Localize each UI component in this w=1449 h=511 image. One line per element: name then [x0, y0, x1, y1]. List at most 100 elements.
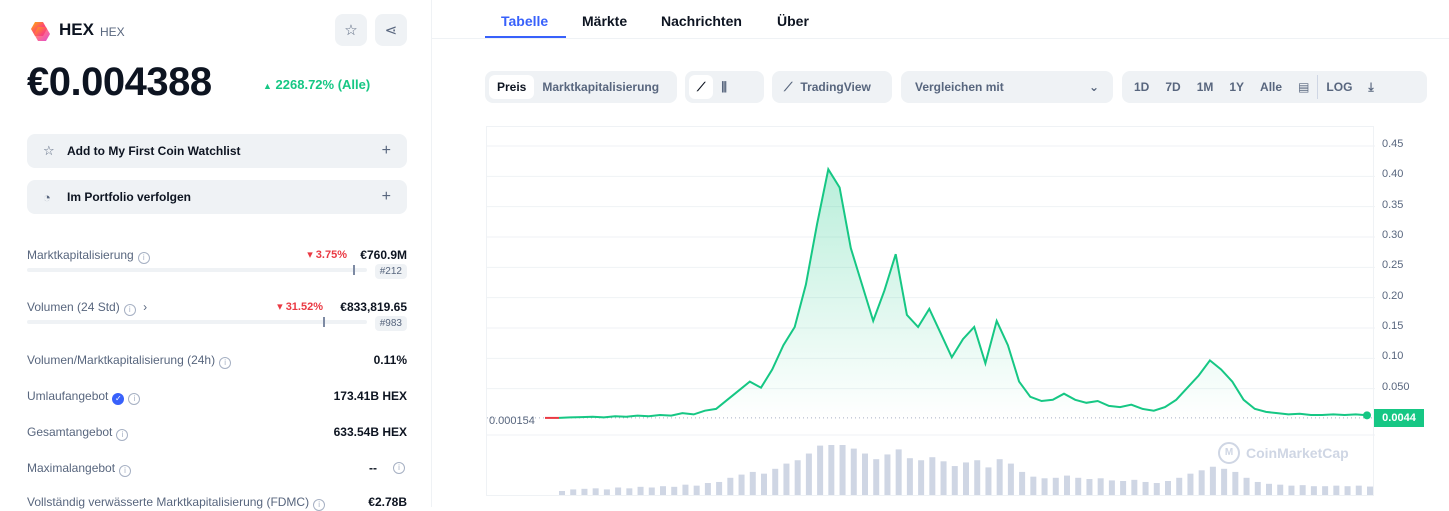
chart-style-toggle: ⟋ ⫼: [685, 71, 764, 103]
info-icon[interactable]: i: [128, 393, 141, 405]
chevron-right-icon[interactable]: ›: [143, 300, 148, 314]
range-7d[interactable]: 7D: [1165, 80, 1181, 94]
volume-bar: [693, 485, 700, 495]
tab-nachrichten[interactable]: Nachrichten: [661, 13, 742, 29]
portfolio-button[interactable]: ◔ Im Portfolio verfolgen +: [27, 180, 407, 214]
content-tabs: Tabelle Märkte Nachrichten Über: [432, 0, 1449, 39]
volume-bar: [704, 483, 711, 495]
calendar-icon[interactable]: ▤: [1298, 80, 1310, 94]
volume-bar: [1064, 475, 1070, 495]
info-icon[interactable]: i: [313, 499, 326, 511]
volume-bar: [1209, 466, 1216, 495]
info-icon[interactable]: i: [116, 429, 129, 441]
volume-bar: [985, 467, 992, 495]
volume-bar: [1086, 479, 1093, 495]
volume-bar: [1344, 486, 1351, 495]
share-icon: ⋖: [384, 22, 398, 39]
volume-bar: [1131, 479, 1138, 495]
volume-bar: [727, 477, 734, 495]
tab-ueber[interactable]: Über: [777, 13, 809, 29]
volume-bar: [1108, 480, 1115, 495]
volume-bar: [1288, 485, 1295, 495]
info-icon[interactable]: i: [123, 304, 136, 316]
volume-bar: [1232, 471, 1239, 495]
rank-bar: [27, 265, 367, 275]
chevron-down-icon: ⌄: [1088, 80, 1099, 94]
log-toggle[interactable]: LOG: [1317, 75, 1360, 99]
price-change: ▲ 2268.72% (Alle): [263, 77, 371, 92]
volume-bar: [559, 490, 565, 495]
mcap-toggle[interactable]: Marktkapitalisierung: [542, 80, 660, 94]
current-price-label: 0.0044: [1374, 409, 1424, 427]
volume-bar: [1221, 468, 1228, 495]
verified-icon: ✓: [112, 393, 125, 405]
download-icon[interactable]: ⤓: [1368, 79, 1374, 94]
volume-bar: [1142, 481, 1149, 495]
coin-summary-panel: HEX HEX ☆ ⋖ €0.004388 ▲ 2268.72% (Alle) …: [0, 0, 432, 511]
compare-select[interactable]: Vergleichen mit ⌄: [901, 71, 1113, 103]
volume-bar: [671, 486, 678, 495]
volume-bar: [850, 448, 857, 495]
volume-bar: [682, 484, 689, 495]
line-chart-icon[interactable]: ⟋: [689, 75, 714, 99]
volume-bar: [772, 468, 779, 495]
stat-total-supply: Gesamtangebot i 633.54B HEX: [27, 425, 407, 441]
coin-price: €0.004388: [27, 60, 212, 104]
plus-icon: +: [381, 142, 391, 159]
volume-bar: [951, 466, 958, 495]
volume-bar: [570, 489, 577, 495]
tab-maerkte[interactable]: Märkte: [582, 13, 628, 29]
favorite-button[interactable]: ☆: [335, 14, 367, 46]
chart-metric-toggle: Preis Marktkapitalisierung: [485, 71, 677, 103]
range-1m[interactable]: 1M: [1196, 80, 1214, 94]
share-button[interactable]: ⋖: [375, 14, 407, 46]
volume-bar: [929, 457, 936, 495]
price-toggle[interactable]: Preis: [489, 75, 535, 99]
star-icon: ☆: [43, 143, 55, 158]
hex-logo-icon: [31, 22, 50, 41]
info-icon[interactable]: i: [119, 465, 132, 477]
rank-badge: #212: [374, 264, 407, 279]
y-tick-label: 0.15: [1382, 320, 1404, 332]
volume-bar: [1153, 483, 1160, 495]
candlestick-icon[interactable]: ⫼: [721, 79, 727, 94]
tab-tabelle[interactable]: Tabelle: [501, 13, 549, 29]
volume-bar: [615, 487, 622, 495]
info-icon[interactable]: i: [219, 357, 232, 369]
pie-chart-icon: ◔: [43, 189, 51, 205]
volume-bar: [1019, 471, 1026, 495]
stat-max-supply: Maximalangebot i -- i: [27, 461, 407, 477]
volume-bar: [862, 453, 868, 495]
rank-badge: #983: [374, 316, 407, 331]
volume-bar: [783, 463, 790, 495]
range-1d[interactable]: 1D: [1134, 80, 1150, 94]
range-1y[interactable]: 1Y: [1229, 80, 1245, 94]
volume-bar: [648, 487, 655, 495]
volume-bar: [1007, 463, 1014, 495]
volume-bar: [1322, 486, 1329, 495]
stat-market-cap: Marktkapitalisierung i ▾ 3.75% €760.9M #2…: [27, 248, 407, 279]
y-tick-label: 0.35: [1382, 198, 1404, 211]
volume-bar: [592, 488, 599, 495]
volume-bar: [1097, 478, 1104, 495]
price-chart[interactable]: [486, 126, 1375, 496]
caret-up-icon: ▲: [263, 81, 272, 91]
info-icon[interactable]: i: [137, 252, 150, 264]
add-watchlist-button[interactable]: ☆ Add to My First Coin Watchlist +: [27, 134, 407, 168]
range-all[interactable]: Alle: [1260, 80, 1283, 94]
stat-circulating: Umlaufangebot ✓ i 173.41B HEX: [27, 389, 407, 405]
volume-bar: [895, 449, 902, 495]
volume-bar: [805, 453, 812, 495]
volume-bar: [906, 458, 913, 495]
tradingview-button[interactable]: ⟋ TradingView: [772, 71, 892, 103]
volume-bar: [603, 489, 610, 495]
volume-bar: [1176, 477, 1183, 495]
info-icon[interactable]: i: [393, 462, 405, 474]
volume-bar: [637, 486, 644, 495]
volume-bar: [1277, 484, 1284, 495]
volume-bar: [1120, 481, 1127, 495]
volume-bar: [749, 471, 756, 495]
volume-bar: [1367, 486, 1373, 495]
y-tick-label: 0.25: [1382, 259, 1404, 272]
volume-bar: [918, 460, 925, 495]
